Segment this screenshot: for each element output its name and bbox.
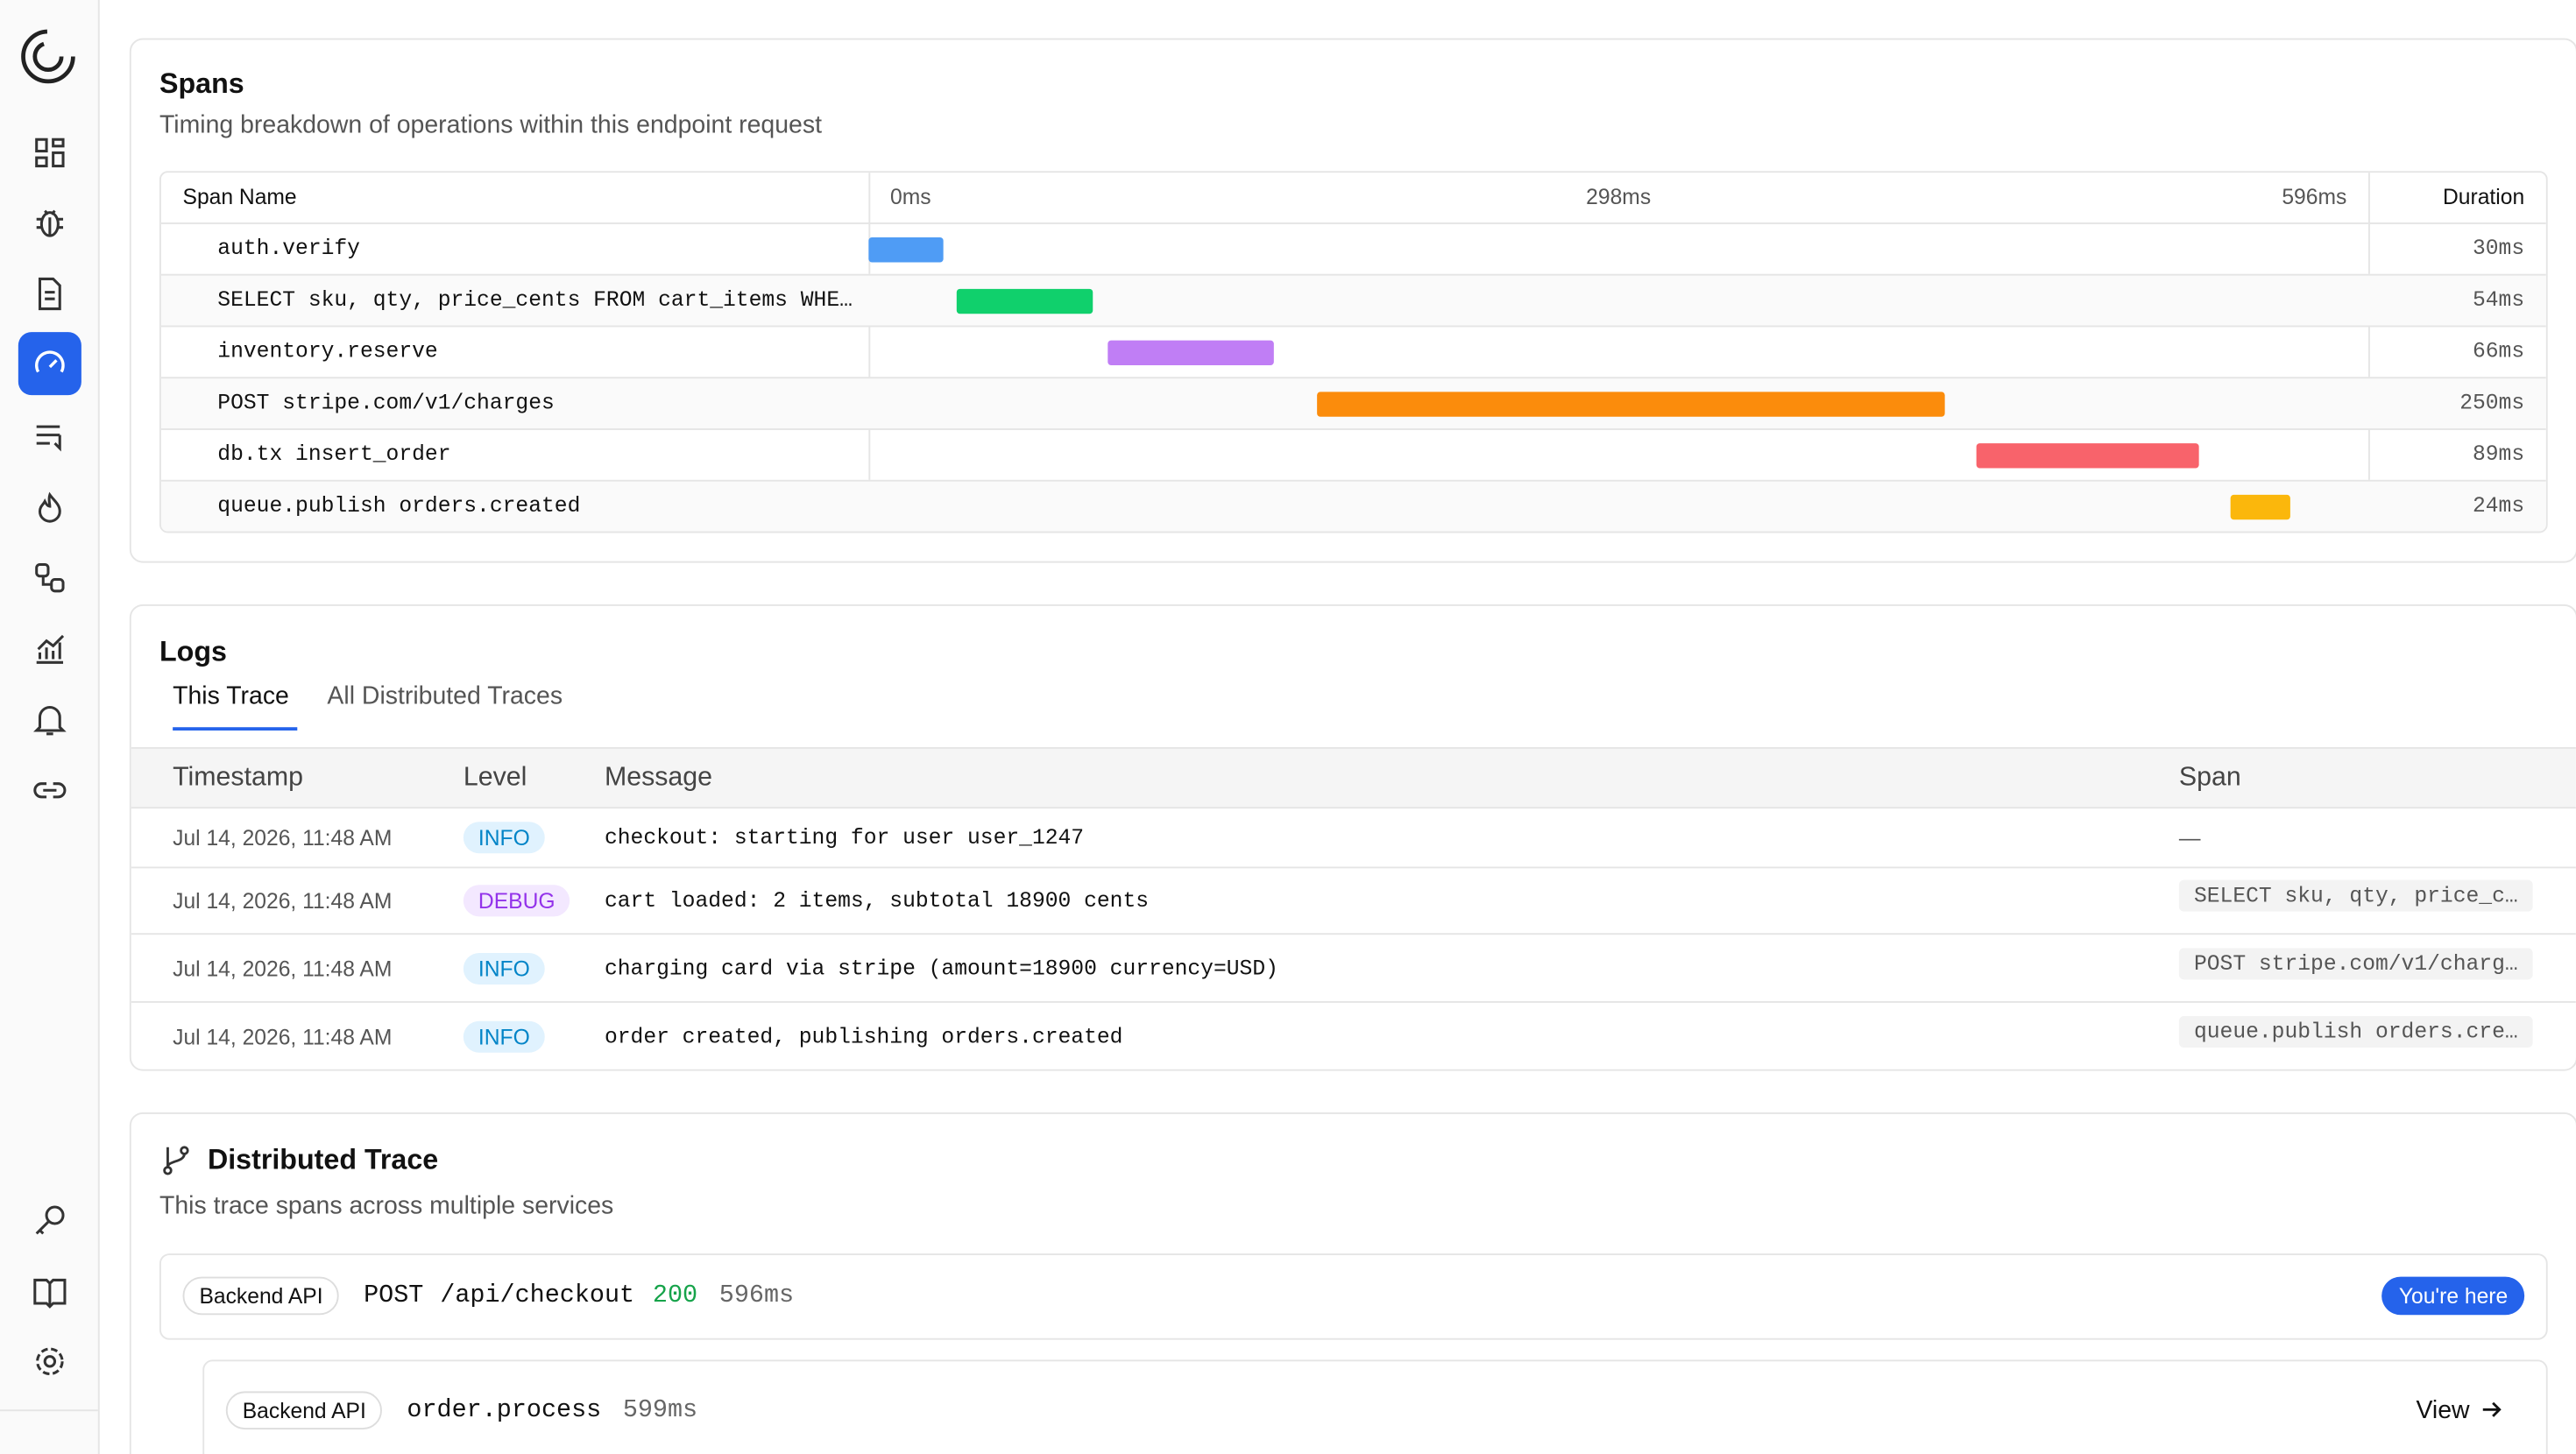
column-header: Span [2178,763,2241,793]
nav-links[interactable] [32,772,68,808]
message: charging card via stripe (amount=18900 c… [604,955,1278,981]
span-duration: 89ms [2472,441,2525,467]
span-bar [956,288,1093,314]
nav-metrics[interactable] [32,631,68,667]
column-header: Span Name [182,184,297,209]
span-name: db.tx insert_order [217,441,451,467]
method: POST [364,1281,424,1310]
divider [2367,173,2370,532]
spans-card: Spans Timing breakdown of operations wit… [129,38,2576,563]
span-bar [2230,494,2290,520]
column-header: Message [604,763,713,793]
span-ref: — [2178,825,2201,851]
path: /api/checkout [440,1281,635,1310]
trace-child: Backend API order.process 599ms View [202,1359,2548,1454]
branch-icon [163,1146,189,1175]
span-name: queue.publish orders.created [217,492,581,519]
span-name: POST stripe.com/v1/charges [217,390,555,415]
spans-title: Spans [159,67,244,100]
span-name: SELECT sku, qty, price_cents FROM cart_i… [217,286,853,313]
sidebar [0,0,100,1454]
divider [868,173,871,532]
level-badge: DEBUG [463,885,570,917]
column-header: Timestamp [173,763,303,793]
duration: 596ms [718,1281,795,1310]
message: checkout: starting for user user_1247 [604,825,1085,851]
message: order created, publishing orders.created [604,1023,1123,1049]
span-ref: POST stripe.com/v1/charg… [2178,947,2533,979]
span-duration: 30ms [2472,236,2525,261]
span-bar [1975,443,2200,469]
trace-current: Backend API POST /api/checkout 200 596ms… [159,1253,2548,1340]
tab-underline [173,727,298,731]
timeline-tick-label: 596ms [2282,184,2347,209]
span-duration: 54ms [2472,286,2525,313]
span-row: POST stripe.com/v1/charges 250ms [160,377,2546,429]
timeline-tick-label: 0ms [889,184,931,209]
badge: You're here [2381,1276,2525,1316]
view-link[interactable]: View [2416,1396,2470,1425]
span-duration: 66ms [2472,338,2525,364]
span-duration: 24ms [2472,492,2525,519]
log-row: Jul 14, 2026, 11:48 AM INFO order created,… [131,1000,2576,1069]
level-badge: INFO [463,952,545,985]
service-pill: Backend API [182,1276,340,1316]
level-badge: INFO [463,1020,545,1052]
nav-issues[interactable] [32,204,68,241]
distributed-card: Distributed Trace This trace spans acros… [129,1112,2576,1454]
logs-card: Logs This Trace All Distributed Traces T… [129,603,2576,1071]
distributed-title: Distributed Trace [207,1143,439,1176]
nav-logs[interactable] [32,276,68,313]
timestamp: Jul 14, 2026, 11:48 AM [173,825,393,851]
spans-subtitle: Timing breakdown of operations within th… [159,110,822,140]
log-row: Jul 14, 2026, 11:48 AM INFO charging card … [131,933,2576,1003]
timeline-tick-label: 298ms [1586,184,1652,209]
arrow-icon [2482,1401,2502,1417]
nav-services[interactable] [32,560,68,596]
distributed-subtitle: This trace spans across multiple service… [159,1191,614,1221]
level-badge: INFO [463,822,545,854]
service-pill: Backend API [225,1391,383,1430]
column-header: Level [463,763,527,793]
column-header: Duration [2443,184,2525,209]
span-name: auth.verify [217,236,360,261]
log-row: Jul 14, 2026, 11:48 AM INFO checkout: star… [131,807,2576,868]
message: cart loaded: 2 items, subtotal 18900 cen… [604,888,1150,914]
span-bar [1316,392,1946,417]
span-duration: 250ms [2459,390,2525,415]
nav-traces[interactable] [32,419,68,455]
span-row: db.tx insert_order 89ms [160,428,2546,480]
duration: 599ms [622,1396,698,1425]
log-row: Jul 14, 2026, 11:48 AM DEBUG cart loaded: … [131,866,2576,935]
divider [0,1409,98,1412]
timestamp: Jul 14, 2026, 11:48 AM [173,888,393,914]
spans-table: Span Name Duration 0ms 298ms 596ms auth.ver… [159,171,2548,533]
span-row: auth.verify 30ms [160,222,2546,274]
timestamp: Jul 14, 2026, 11:48 AM [173,955,393,981]
span-row: queue.publish orders.created 24ms [160,479,2546,532]
tab[interactable]: This Trace [173,682,289,711]
span-ref: queue.publish orders.cre… [2178,1015,2533,1048]
nav-keys[interactable] [32,1202,68,1239]
span-ref: SELECT sku, qty, price_c… [2178,879,2533,912]
nav-dashboard[interactable] [32,135,68,172]
nav-docs[interactable] [32,1274,68,1310]
span-bar [1108,340,1274,366]
nav-flame[interactable] [32,490,68,526]
nav-alerts[interactable] [32,701,68,738]
nav-performance-active[interactable] [18,332,81,396]
timestamp: Jul 14, 2026, 11:48 AM [173,1023,393,1049]
span-bar [868,237,945,263]
logs-header: Timestamp Level Message Span [131,746,2576,809]
nav-settings[interactable] [32,1343,68,1380]
span-name: inventory.reserve [217,338,438,364]
logo[interactable] [20,28,78,86]
status: 200 [652,1281,698,1310]
span-row: SELECT sku, qty, price_cents FROM cart_i… [160,273,2546,326]
span-row: inventory.reserve 66ms [160,325,2546,378]
span-name: order.process [407,1396,602,1425]
tab[interactable]: All Distributed Traces [327,682,563,711]
logs-title: Logs [159,635,227,667]
